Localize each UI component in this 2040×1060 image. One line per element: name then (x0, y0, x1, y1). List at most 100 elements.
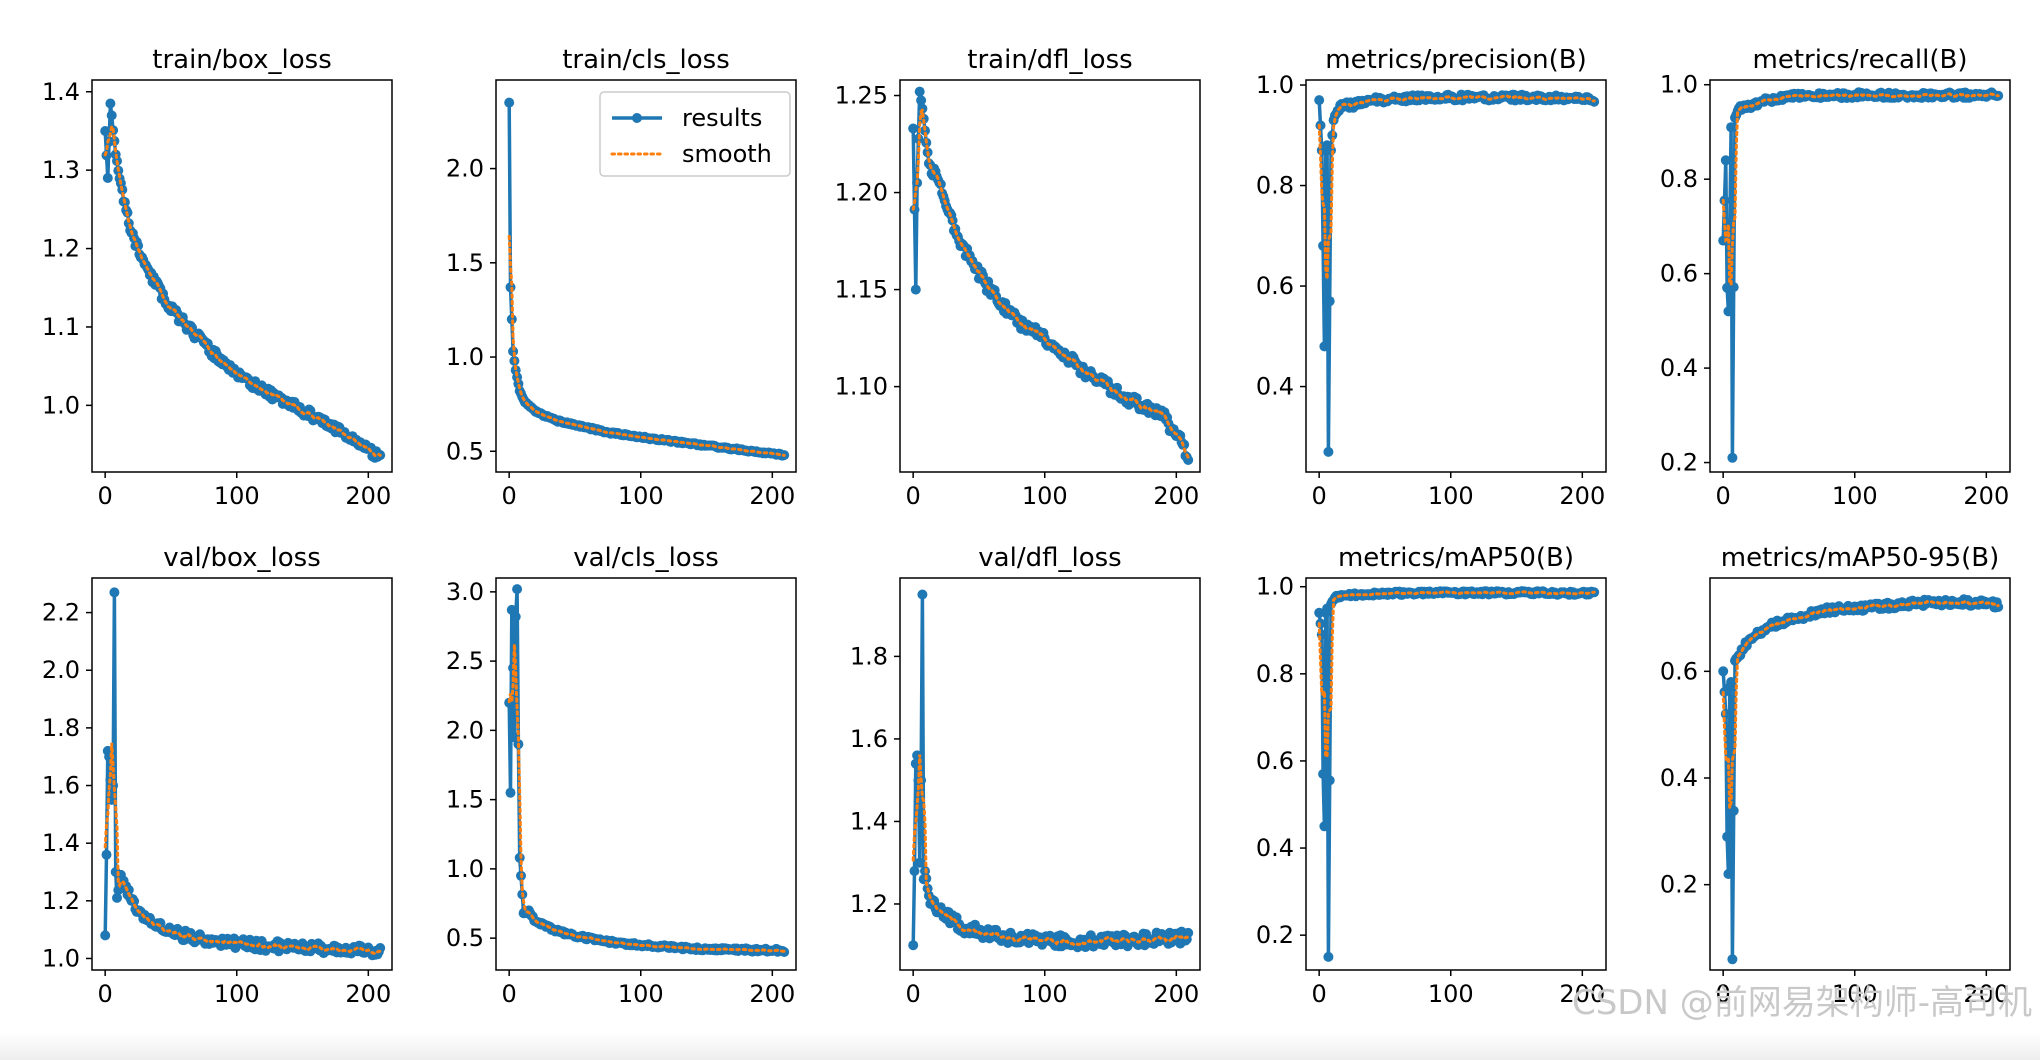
results-line (103, 101, 381, 460)
axes-frame (1709, 79, 2011, 473)
y-tick-label: 2.2 (42, 599, 80, 627)
y-tick-label: 0.4 (1256, 373, 1294, 401)
y-tick-label: 0.8 (1256, 660, 1294, 688)
results-point (106, 110, 117, 121)
subplot-5: metrics/recall(B) 0 100 200 0.2 0.4 0.6 0.8 1.0 (1660, 45, 2011, 510)
x-tick-label: 100 (1832, 482, 1878, 510)
results-point (1723, 306, 1734, 317)
results-point (910, 284, 921, 295)
results-line (1317, 589, 1595, 959)
x-tick-label: 200 (749, 482, 795, 510)
x-tick-label: 200 (1559, 980, 1605, 1008)
results-point (916, 95, 927, 106)
results-point (1326, 145, 1336, 156)
subplot-title: val/dfl_loss (978, 543, 1121, 573)
smooth-line (1721, 92, 2000, 286)
results-point (1726, 122, 1737, 133)
x-tick-label: 200 (749, 980, 795, 1008)
results-point (917, 589, 928, 600)
watermark: CSDN @前网易架构师-高司机 (1571, 983, 2032, 1023)
y-tick-label: 1.8 (42, 714, 80, 742)
axes-frame (1709, 577, 2011, 971)
y-tick-label: 1.6 (42, 772, 80, 800)
results-line (911, 592, 1190, 949)
y-tick-label: 0.5 (446, 924, 484, 952)
results-point (1720, 155, 1731, 166)
y-tick-label: 1.0 (42, 944, 80, 972)
y-tick-label: 1.0 (42, 391, 80, 419)
results-point (1323, 446, 1334, 457)
plot-area (1718, 594, 2004, 965)
x-tick-label: 100 (618, 980, 664, 1008)
bottom-fade (0, 1032, 2040, 1060)
y-tick-label: 0.5 (446, 437, 484, 465)
y-tick-label: 1.4 (850, 807, 888, 835)
x-tick-label: 100 (1022, 980, 1068, 1008)
plot-area (1314, 586, 1600, 962)
subplot-title: metrics/precision(B) (1325, 45, 1586, 75)
x-tick-label: 0 (906, 482, 921, 510)
results-point (1723, 869, 1734, 879)
results-line (1721, 597, 2000, 962)
results-point (914, 86, 925, 97)
x-tick-label: 0 (1312, 980, 1327, 1008)
subplot-4: metrics/precision(B) 0 100 200 0.4 0.6 0.8 1.0 (1256, 45, 1607, 510)
y-tick-label: 1.0 (1256, 573, 1294, 601)
y-tick-label: 0.4 (1660, 354, 1698, 382)
y-tick-label: 1.0 (1256, 71, 1294, 99)
results-point (101, 849, 112, 860)
results-point (112, 892, 122, 903)
smooth-line (507, 234, 786, 457)
x-tick-label: 100 (1022, 482, 1068, 510)
x-tick-label: 0 (502, 980, 517, 1008)
results-point (510, 611, 521, 622)
plot-area (504, 97, 790, 461)
results-point (1319, 821, 1330, 832)
x-tick-label: 200 (345, 980, 391, 1008)
y-tick-label: 1.2 (42, 235, 80, 263)
plot-area (100, 587, 386, 961)
axes-frame (495, 79, 797, 473)
y-tick-label: 0.6 (1660, 657, 1698, 685)
y-tick-label: 0.8 (1256, 172, 1294, 200)
subplot-title: metrics/mAP50-95(B) (1721, 543, 2000, 573)
plot-area (1314, 89, 1600, 457)
plot-area (504, 584, 790, 957)
results-point (912, 750, 923, 761)
results-point (1314, 95, 1325, 106)
y-tick-label: 1.10 (835, 373, 888, 401)
x-tick-label: 200 (1153, 482, 1199, 510)
y-tick-label: 2.0 (42, 656, 80, 684)
axes-frame (899, 79, 1201, 473)
x-tick-label: 100 (1428, 482, 1474, 510)
x-tick-label: 200 (1559, 482, 1605, 510)
results-point (908, 123, 919, 134)
results-point (105, 98, 116, 109)
results-point (109, 587, 120, 598)
x-tick-label: 0 (98, 980, 113, 1008)
y-tick-label: 1.5 (446, 249, 484, 277)
subplot-8: val/dfl_loss 0 100 200 1.2 1.4 1.6 1.8 (850, 543, 1201, 1008)
results-line (507, 587, 786, 954)
y-tick-label: 0.4 (1660, 764, 1698, 792)
results-point (1727, 452, 1738, 463)
y-tick-label: 3.0 (446, 578, 484, 606)
results-point (914, 857, 925, 868)
x-tick-label: 0 (1312, 482, 1327, 510)
legend-results-marker (632, 113, 642, 123)
results-point (506, 314, 517, 325)
results-point (512, 584, 523, 595)
smooth-line (1317, 590, 1596, 761)
x-tick-label: 0 (502, 482, 517, 510)
results-point (1722, 831, 1733, 842)
y-tick-label: 1.1 (42, 313, 80, 341)
results-point (908, 940, 919, 951)
y-tick-label: 0.2 (1660, 449, 1698, 477)
subplot-title: train/dfl_loss (967, 45, 1132, 75)
results-point (1183, 455, 1194, 465)
results-point (1727, 954, 1738, 965)
y-tick-label: 1.3 (42, 156, 80, 184)
x-tick-label: 0 (98, 482, 113, 510)
y-tick-label: 1.8 (850, 642, 888, 670)
